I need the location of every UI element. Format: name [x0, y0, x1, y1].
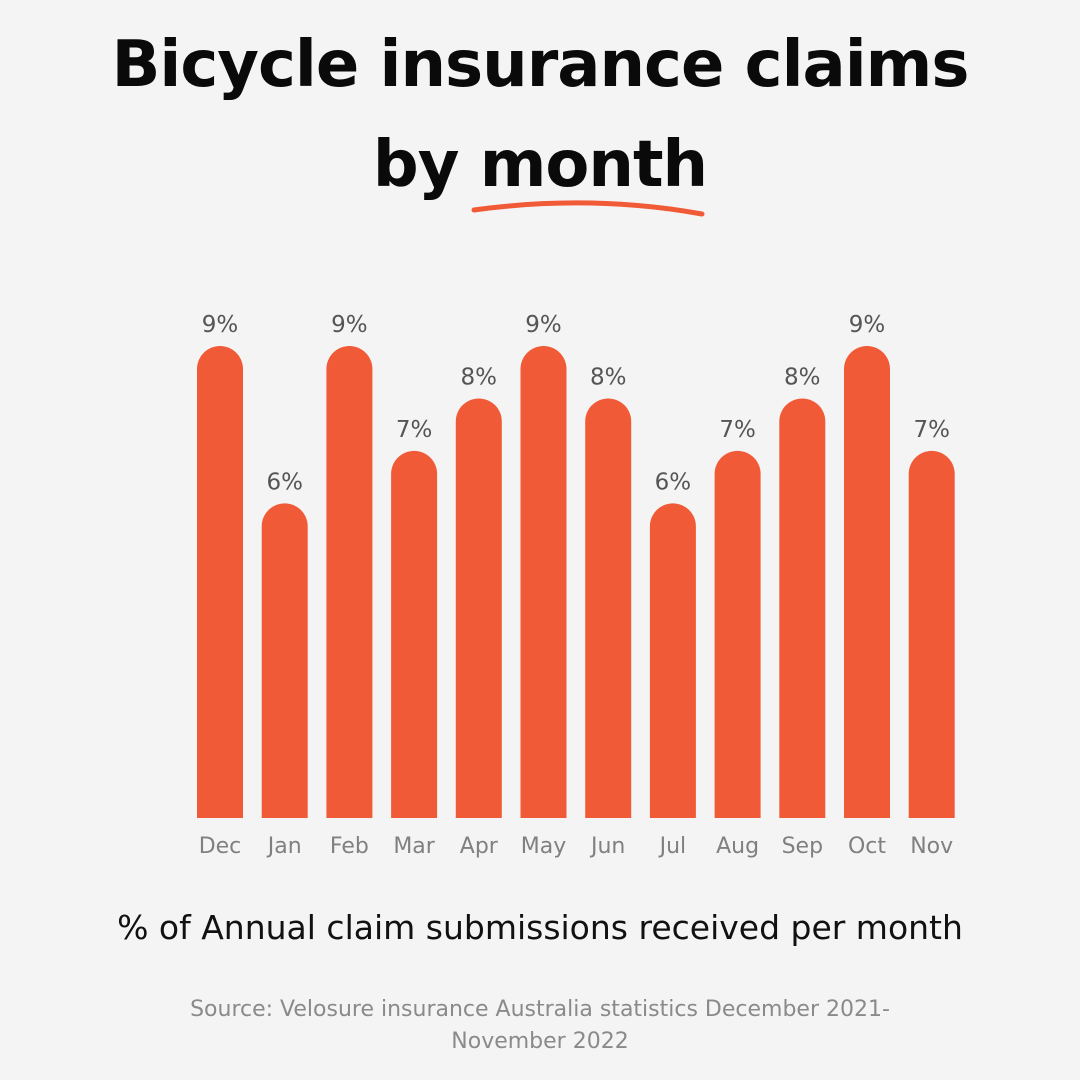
x-tick-label: Jan	[266, 834, 302, 859]
data-label: 9%	[202, 312, 239, 338]
chart-title-line2: by month	[0, 128, 1080, 202]
highlight-underline	[471, 200, 705, 217]
data-label: 9%	[849, 312, 886, 338]
bar-nov	[908, 450, 955, 818]
bar-feb	[326, 346, 373, 818]
data-label: 8%	[590, 364, 627, 390]
data-label: 7%	[396, 417, 433, 443]
x-tick-label: Apr	[460, 834, 499, 859]
x-tick-label: Aug	[716, 834, 759, 859]
bar-apr	[455, 398, 502, 818]
x-tick-label: Feb	[330, 834, 369, 859]
bar-mar	[391, 450, 438, 818]
data-label: 6%	[266, 469, 303, 495]
title-prefix: by	[372, 128, 480, 202]
data-label: 6%	[655, 469, 692, 495]
data-label: 7%	[719, 417, 756, 443]
bar-jan	[261, 503, 308, 818]
x-tick-label: Sep	[782, 834, 823, 859]
data-label: 8%	[461, 364, 498, 390]
title-highlight: month	[479, 128, 708, 202]
data-label: 9%	[331, 312, 368, 338]
x-tick-label: Jun	[589, 834, 625, 859]
bar-may	[520, 346, 567, 818]
x-tick-label: Oct	[848, 834, 886, 859]
data-label: 7%	[913, 417, 950, 443]
data-label: 8%	[784, 364, 821, 390]
x-tick-label: Dec	[199, 834, 242, 859]
bar-jun	[585, 398, 632, 818]
source-note: Source: Velosure insurance Australia sta…	[190, 997, 890, 1054]
x-tick-label: Mar	[393, 834, 435, 859]
chart-subtitle: % of Annual claim submissions received p…	[117, 908, 963, 947]
x-tick-label: Nov	[910, 834, 953, 859]
bar-jul	[649, 503, 696, 818]
bar-aug	[714, 450, 761, 818]
bar-sep	[779, 398, 826, 818]
bar-oct	[844, 346, 890, 818]
bar-dec	[197, 346, 243, 818]
x-tick-label: Jul	[658, 834, 687, 859]
x-tick-label: May	[521, 834, 566, 859]
chart-title-line1: Bicycle insurance claims	[111, 28, 970, 102]
data-label: 9%	[525, 312, 562, 338]
bar-chart: 9% Dec 6% Jan 9% Feb 7% Mar 8% Apr 9% May 8% Jun 6% Jul…	[197, 312, 955, 859]
